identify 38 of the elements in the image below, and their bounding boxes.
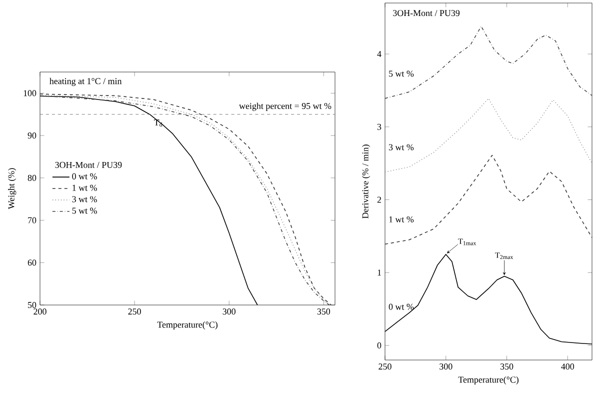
y-tick-label: 50 [28, 302, 36, 308]
x-axis-title: Temperature(°C) [157, 321, 218, 330]
y-tick-label: 4 [377, 51, 382, 57]
series-label: 0 wt % [388, 304, 414, 310]
y-tick-label: 90 [28, 132, 36, 139]
x-tick-label: 350 [317, 308, 330, 315]
y-tick-label: 2 [377, 196, 381, 203]
y-tick-label: 80 [28, 174, 36, 181]
x-tick-label: 350 [500, 364, 514, 370]
series-label: 3 wt % [388, 144, 414, 150]
y-tick-label: 100 [24, 90, 36, 96]
y-tick-label: 1 [378, 270, 381, 276]
y-tick-label: 70 [28, 217, 36, 224]
series-label: 1 wt % [389, 216, 414, 222]
x-tick-label: 400 [561, 364, 574, 370]
x-axis-title: Temperature(°C) [458, 376, 518, 385]
legend-label: 5 wt % [72, 208, 97, 214]
ref-line-label: weight percent = 95 wt % [239, 102, 332, 111]
legend-label: 3 wt % [72, 196, 97, 202]
y-axis-title: Weight (%) [8, 168, 16, 210]
x-tick-label: 250 [378, 364, 392, 370]
line-series [384, 26, 592, 99]
y-axis-title: Derivative (% / min) [362, 144, 370, 218]
y-tick-label: 3 [377, 124, 382, 130]
x-tick-label: 250 [128, 308, 141, 315]
x-tick-label: 200 [34, 308, 46, 315]
legend-title: 3OH-Mont / PU39 [55, 162, 122, 168]
text: 3OH-Mont / PU39 [393, 10, 460, 16]
y-tick-label: 60 [28, 260, 36, 266]
annotation: heating at 1°C / min [50, 78, 122, 86]
x-tick-label: 300 [440, 364, 452, 370]
series-label: 5 wt % [389, 70, 414, 77]
legend-label: 0 wt % [72, 173, 97, 180]
line-series [384, 154, 592, 245]
x-tick-label: 300 [222, 308, 236, 315]
line-series [384, 98, 592, 172]
y-tick-label: 0 [377, 342, 382, 348]
legend-label: 1 wt % [72, 184, 97, 191]
